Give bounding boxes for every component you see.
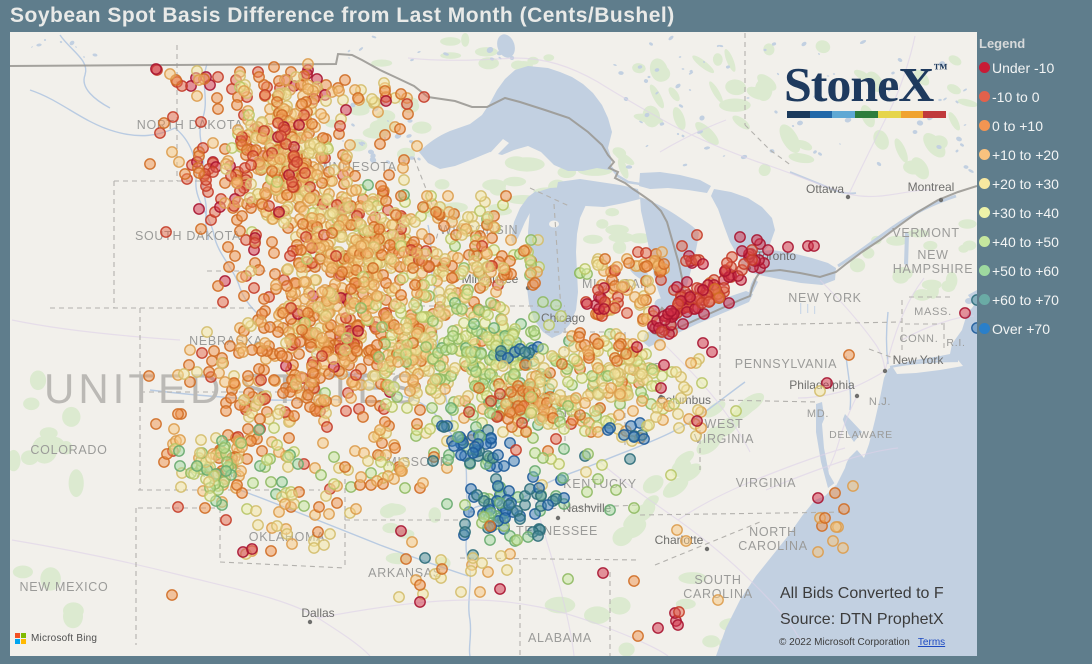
svg-text:MD.: MD. xyxy=(807,408,829,420)
svg-text:CAROLINA: CAROLINA xyxy=(738,539,808,553)
svg-text:DELAWARE: DELAWARE xyxy=(829,429,893,441)
svg-text:ALABAMA: ALABAMA xyxy=(528,631,592,645)
svg-text:NEW YORK: NEW YORK xyxy=(788,291,861,305)
svg-text:Dallas: Dallas xyxy=(301,606,334,620)
svg-text:PENNSYLVANIA: PENNSYLVANIA xyxy=(735,357,837,371)
svg-text:COLORADO: COLORADO xyxy=(30,443,107,457)
svg-text:NORTH DAKOTA: NORTH DAKOTA xyxy=(137,118,244,132)
svg-text:Ottawa: Ottawa xyxy=(806,182,844,196)
svg-text:CAROLINA: CAROLINA xyxy=(683,587,753,601)
svg-text:NEW MEXICO: NEW MEXICO xyxy=(20,580,109,594)
svg-text:SOUTH DAKOTA: SOUTH DAKOTA xyxy=(135,229,241,243)
svg-text:SOUTH: SOUTH xyxy=(694,573,741,587)
svg-text:Montreal: Montreal xyxy=(908,180,955,194)
svg-text:Charlotte: Charlotte xyxy=(655,533,704,547)
svg-text:CONN.: CONN. xyxy=(900,333,939,345)
svg-text:N.J.: N.J. xyxy=(869,396,891,408)
svg-text:NEW: NEW xyxy=(917,248,948,262)
svg-text:HAMPSHIRE: HAMPSHIRE xyxy=(893,262,974,276)
svg-text:NORTH: NORTH xyxy=(749,525,797,539)
svg-text:New York: New York xyxy=(893,353,945,367)
svg-text:ARKANSAS: ARKANSAS xyxy=(368,566,442,580)
svg-text:WEST: WEST xyxy=(705,417,744,431)
svg-text:Nashville: Nashville xyxy=(563,501,612,515)
svg-text:VIRGINIA: VIRGINIA xyxy=(694,432,754,446)
svg-text:R.I.: R.I. xyxy=(946,337,965,349)
svg-text:MASS.: MASS. xyxy=(914,306,952,318)
svg-text:VIRGINIA: VIRGINIA xyxy=(736,476,796,490)
svg-text:VERMONT: VERMONT xyxy=(892,226,959,240)
